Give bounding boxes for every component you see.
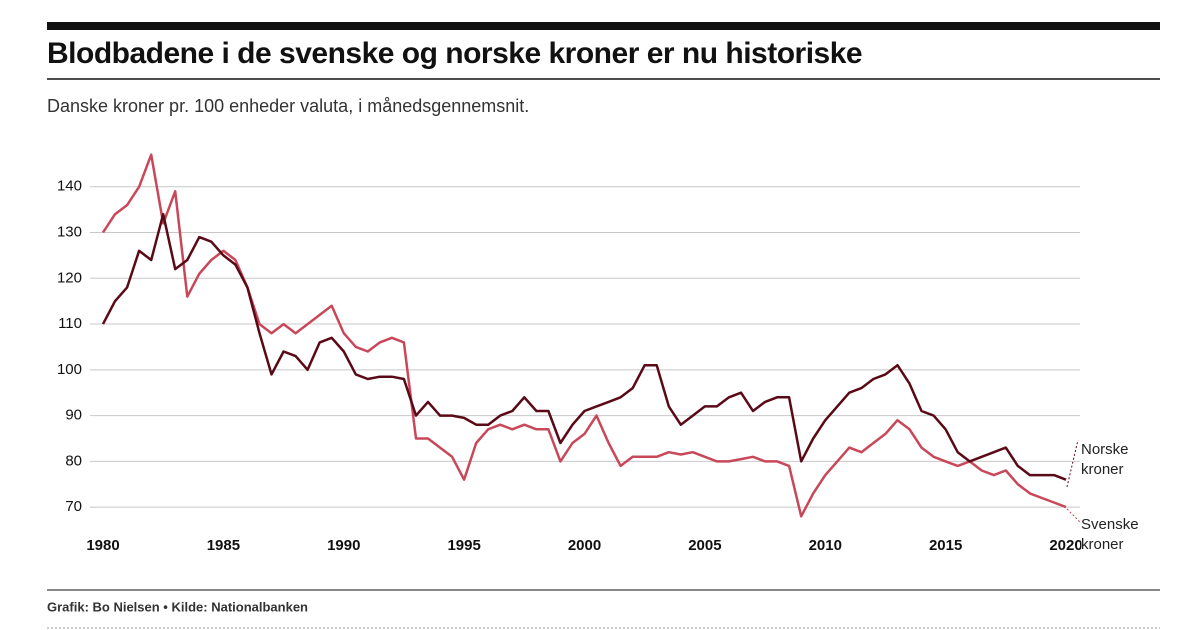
x-tick-label: 1980: [86, 537, 119, 554]
leader: [1066, 439, 1079, 488]
series-label: Svenske kroner: [1081, 515, 1151, 555]
series-label: Norske kroner: [1081, 440, 1151, 480]
x-tick-label: 2005: [688, 537, 721, 554]
y-tick-label: 120: [57, 269, 82, 286]
source: Grafik: Bo Nielsen • Kilde: Nationalbank…: [47, 599, 308, 614]
x-tick-label: 1995: [447, 537, 480, 554]
x-tick-label: 2010: [809, 537, 842, 554]
chart-title: Blodbadene i de svenske og norske kroner…: [47, 37, 862, 70]
x-tick-label: 1990: [327, 537, 360, 554]
top-bar: [47, 22, 1160, 30]
x-tick-label: 2000: [568, 537, 601, 554]
x-tick-label: 2015: [929, 537, 962, 554]
leader: [1066, 508, 1081, 523]
y-tick-label: 90: [65, 407, 82, 424]
y-tick-label: 70: [65, 498, 82, 515]
x-tick-label: 1985: [207, 537, 240, 554]
series-line: [101, 153, 1067, 518]
subtitle: Danske kroner pr. 100 enheder valuta, i …: [47, 96, 529, 116]
y-tick-label: 100: [57, 361, 82, 378]
x-tick-label: 2020: [1049, 537, 1082, 554]
y-tick-label: 130: [57, 223, 82, 240]
series-line: [101, 212, 1067, 481]
y-tick-label: 110: [58, 315, 82, 332]
y-tick-label: 140: [57, 178, 82, 195]
y-tick-label: 80: [65, 452, 82, 469]
